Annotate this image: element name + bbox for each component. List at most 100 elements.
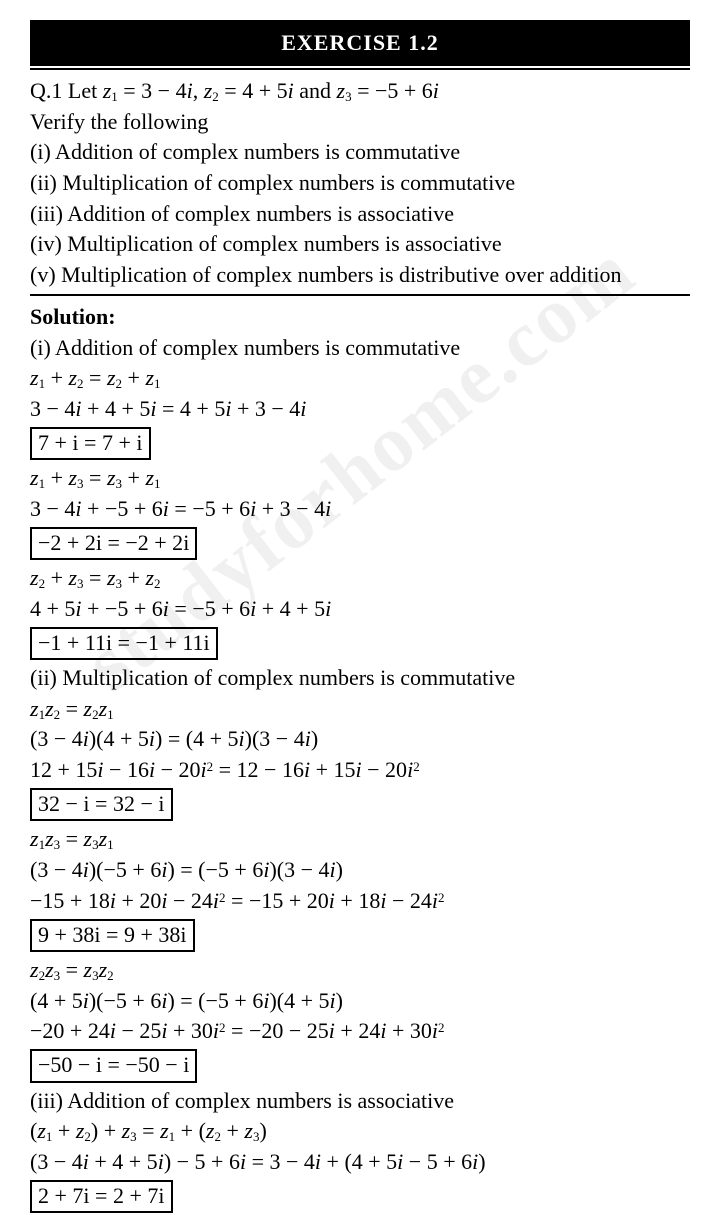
eq-line: (3 − 4i)(−5 + 6i) = (−5 + 6i)(3 − 4i) xyxy=(30,855,690,885)
sub: 1 xyxy=(46,1129,53,1144)
var-z: z xyxy=(204,78,213,103)
text: = −1 + 11 xyxy=(112,630,203,655)
sub: 2 xyxy=(107,968,114,983)
text: )(−5 + 6 xyxy=(89,988,161,1013)
sub: 3 xyxy=(253,1129,260,1144)
text: (3 − 4 xyxy=(30,1149,83,1174)
question-block: Q.1 Let z1 = 3 − 4i, z2 = 4 + 5i and z3 … xyxy=(30,76,690,290)
var-i: i xyxy=(183,530,189,555)
text: = 4 + 5 xyxy=(157,396,226,421)
text: = −50 − xyxy=(102,1052,183,1077)
q-line: (ii) Multiplication of complex numbers i… xyxy=(30,168,690,198)
var-z: z xyxy=(30,365,39,390)
text: ) = (4 + 5 xyxy=(155,726,238,751)
text: = −15 + 20 xyxy=(226,888,329,913)
divider xyxy=(30,294,690,296)
text: (3 − 4 xyxy=(30,726,83,751)
text: )(4 + 5 xyxy=(269,988,329,1013)
sub: 2 xyxy=(84,1129,91,1144)
var-i: i xyxy=(325,596,331,621)
text: + 4 + 5 xyxy=(89,1149,158,1174)
sup: 2 xyxy=(438,1020,445,1035)
sup: 2 xyxy=(413,759,420,774)
text: = 7 + xyxy=(79,430,137,455)
boxed-result: 9 + 38i = 9 + 38i xyxy=(30,919,195,953)
eq-line: z2 + z3 = z3 + z2 xyxy=(30,563,690,593)
sub: 3 xyxy=(116,576,123,591)
text: + −5 + 6 xyxy=(82,596,163,621)
text: ) − 5 + 6 xyxy=(164,1149,240,1174)
var-z: z xyxy=(107,465,116,490)
sub: 1 xyxy=(154,476,161,491)
var-i: i xyxy=(300,396,306,421)
sub: 2 xyxy=(116,376,123,391)
eq-line: (3 − 4i)(4 + 5i) = (4 + 5i)(3 − 4i) xyxy=(30,724,690,754)
var-z: z xyxy=(122,1118,131,1143)
text: −50 − xyxy=(38,1052,96,1077)
var-z: z xyxy=(84,826,93,851)
eq-line: −15 + 18i + 20i − 24i2 = −15 + 20i + 18i… xyxy=(30,886,690,916)
text: + 4 + 5 xyxy=(256,596,325,621)
var-z: z xyxy=(76,1118,85,1143)
var-z: z xyxy=(45,826,54,851)
text: ) = (−5 + 6 xyxy=(167,857,263,882)
text: 32 − xyxy=(38,791,83,816)
text: = −5 + 6 xyxy=(352,78,433,103)
boxed-result: 32 − i = 32 − i xyxy=(30,788,173,822)
text: −15 + 18 xyxy=(30,888,110,913)
text: = 2 + 7 xyxy=(90,1183,159,1208)
var-z: z xyxy=(45,957,54,982)
var-z: z xyxy=(30,565,39,590)
eq-line: z1z3 = z3z1 xyxy=(30,824,690,854)
exercise-banner: EXERCISE 1.2 xyxy=(30,20,690,66)
eq-line: 12 + 15i − 16i − 20i2 = 12 − 16i + 15i −… xyxy=(30,755,690,785)
question-stem: Q.1 Let z1 = 3 − 4i, z2 = 4 + 5i and z3 … xyxy=(30,76,690,106)
text: ) xyxy=(478,1149,485,1174)
var-z: z xyxy=(145,565,154,590)
text: = 32 − xyxy=(90,791,159,816)
sub: 3 xyxy=(54,837,61,852)
text: 2 + 7 xyxy=(38,1183,83,1208)
var-z: z xyxy=(84,696,93,721)
text: + 3 − 4 xyxy=(256,496,325,521)
var-i: i xyxy=(136,430,142,455)
text: , xyxy=(193,78,204,103)
var-z: z xyxy=(160,1118,169,1143)
text: − 5 + 6 xyxy=(403,1149,472,1174)
text: = 9 + 38 xyxy=(101,922,181,947)
var-z: z xyxy=(99,957,108,982)
text: = 12 − 16 xyxy=(213,757,304,782)
text: − 16 xyxy=(104,757,149,782)
var-i: i xyxy=(180,922,186,947)
text: (3 − 4 xyxy=(30,857,83,882)
var-i: i xyxy=(204,630,210,655)
text: − 20 xyxy=(155,757,200,782)
text: ) = (−5 + 6 xyxy=(167,988,263,1013)
eq-line: z1 + z3 = z3 + z1 xyxy=(30,463,690,493)
sub: 1 xyxy=(39,376,46,391)
var-i: i xyxy=(158,791,164,816)
boxed-result: 7 + i = 7 + i xyxy=(30,427,151,461)
eq-line: z2z3 = z3z2 xyxy=(30,955,690,985)
sub: 3 xyxy=(54,968,61,983)
text: = 3 − 4 xyxy=(118,78,187,103)
q-line: (i) Addition of complex numbers is commu… xyxy=(30,137,690,167)
sub: 2 xyxy=(39,576,46,591)
text: = −20 − 25 xyxy=(226,1018,329,1043)
sub: 2 xyxy=(154,576,161,591)
var-z: z xyxy=(37,1118,46,1143)
var-z: z xyxy=(337,78,346,103)
text: ) xyxy=(311,726,318,751)
text: + (4 + 5 xyxy=(321,1149,397,1174)
var-z: z xyxy=(45,696,54,721)
sub: 1 xyxy=(169,1129,176,1144)
text: = −5 + 6 xyxy=(169,496,250,521)
var-i: i xyxy=(158,1183,164,1208)
q-line: (v) Multiplication of complex numbers is… xyxy=(30,260,690,290)
var-i: i xyxy=(183,1052,189,1077)
text: −1 + 11 xyxy=(38,630,106,655)
sub: 1 xyxy=(107,707,114,722)
var-z: z xyxy=(107,565,116,590)
text: + −5 + 6 xyxy=(82,496,163,521)
text: + 20 xyxy=(116,888,161,913)
